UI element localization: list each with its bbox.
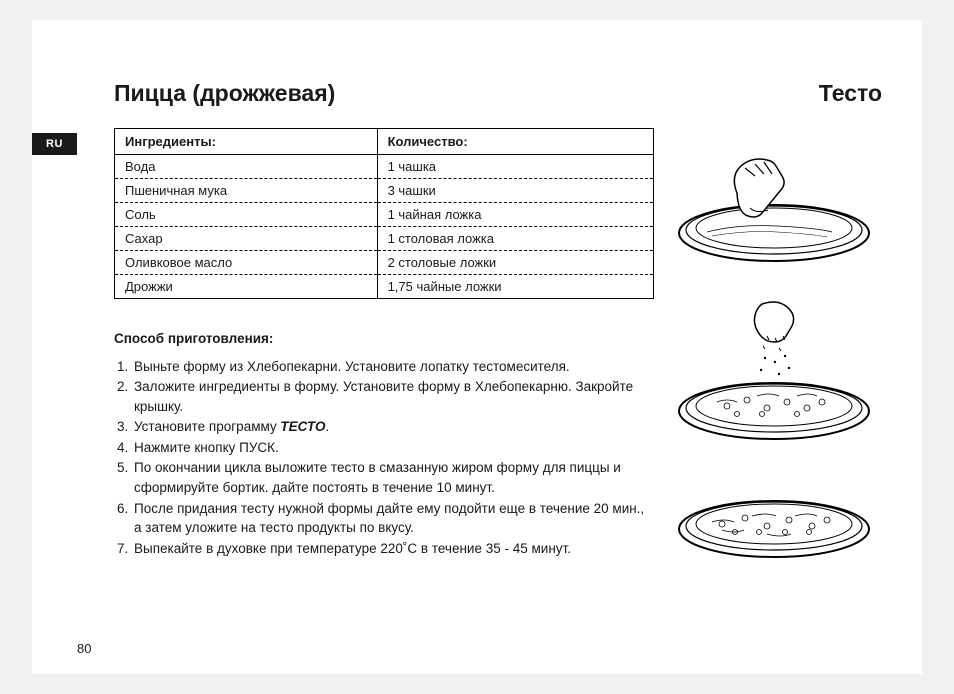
ingredients-body: Вода1 чашкаПшеничная мука3 чашкиСоль1 ча… xyxy=(115,155,654,299)
recipe-title: Пицца (дрожжевая) xyxy=(114,80,335,107)
method-step: Заложите ингредиенты в форму. Установите… xyxy=(132,377,654,416)
ingredients-header-name: Ингредиенты: xyxy=(115,129,378,155)
ingredient-qty: 1 чайная ложка xyxy=(377,203,653,227)
table-row: Соль1 чайная ложка xyxy=(115,203,654,227)
table-row: Сахар1 столовая ложка xyxy=(115,227,654,251)
ingredient-qty: 3 чашки xyxy=(377,179,653,203)
section-title: Тесто xyxy=(819,80,882,107)
ingredient-qty: 1,75 чайные ложки xyxy=(377,275,653,299)
ingredient-name: Вода xyxy=(115,155,378,179)
illustration-sprinkle-toppings xyxy=(667,296,882,446)
method-section: Способ приготовления: Выньте форму из Хл… xyxy=(114,329,654,558)
method-step: По окончании цикла выложите тесто в смаз… xyxy=(132,458,654,497)
method-step: После придания тесту нужной формы дайте … xyxy=(132,499,654,538)
page: RU Пицца (дрожжевая) Тесто Ингредиенты: … xyxy=(32,20,922,674)
table-row: Вода1 чашка xyxy=(115,155,654,179)
illustration-spread-dough xyxy=(667,138,882,268)
method-step: Выпекайте в духовке при температуре 220˚… xyxy=(132,539,654,559)
content-column: Ингредиенты: Количество: Вода1 чашкаПшен… xyxy=(114,128,654,559)
table-row: Дрожжи1,75 чайные ложки xyxy=(115,275,654,299)
language-tab: RU xyxy=(32,133,77,155)
method-title: Способ приготовления: xyxy=(114,329,654,349)
ingredient-qty: 1 чашка xyxy=(377,155,653,179)
page-number: 80 xyxy=(77,641,91,656)
ingredient-name: Сахар xyxy=(115,227,378,251)
ingredient-name: Оливковое масло xyxy=(115,251,378,275)
table-row: Оливковое масло2 столовые ложки xyxy=(115,251,654,275)
ingredient-name: Дрожжи xyxy=(115,275,378,299)
table-row: Пшеничная мука3 чашки xyxy=(115,179,654,203)
page-header: Пицца (дрожжевая) Тесто xyxy=(114,80,882,107)
ingredient-qty: 2 столовые ложки xyxy=(377,251,653,275)
method-step: Выньте форму из Хлебопекарни. Установите… xyxy=(132,357,654,377)
method-step: Установите программу ТЕСТО. xyxy=(132,417,654,437)
illustration-baked-pizza xyxy=(667,474,882,564)
method-step: Нажмите кнопку ПУСК. xyxy=(132,438,654,458)
ingredients-header-qty: Количество: xyxy=(377,129,653,155)
method-steps: Выньте форму из Хлебопекарни. Установите… xyxy=(114,357,654,559)
illustrations-column xyxy=(667,138,882,564)
ingredients-table: Ингредиенты: Количество: Вода1 чашкаПшен… xyxy=(114,128,654,299)
ingredient-name: Пшеничная мука xyxy=(115,179,378,203)
ingredient-name: Соль xyxy=(115,203,378,227)
ingredient-qty: 1 столовая ложка xyxy=(377,227,653,251)
